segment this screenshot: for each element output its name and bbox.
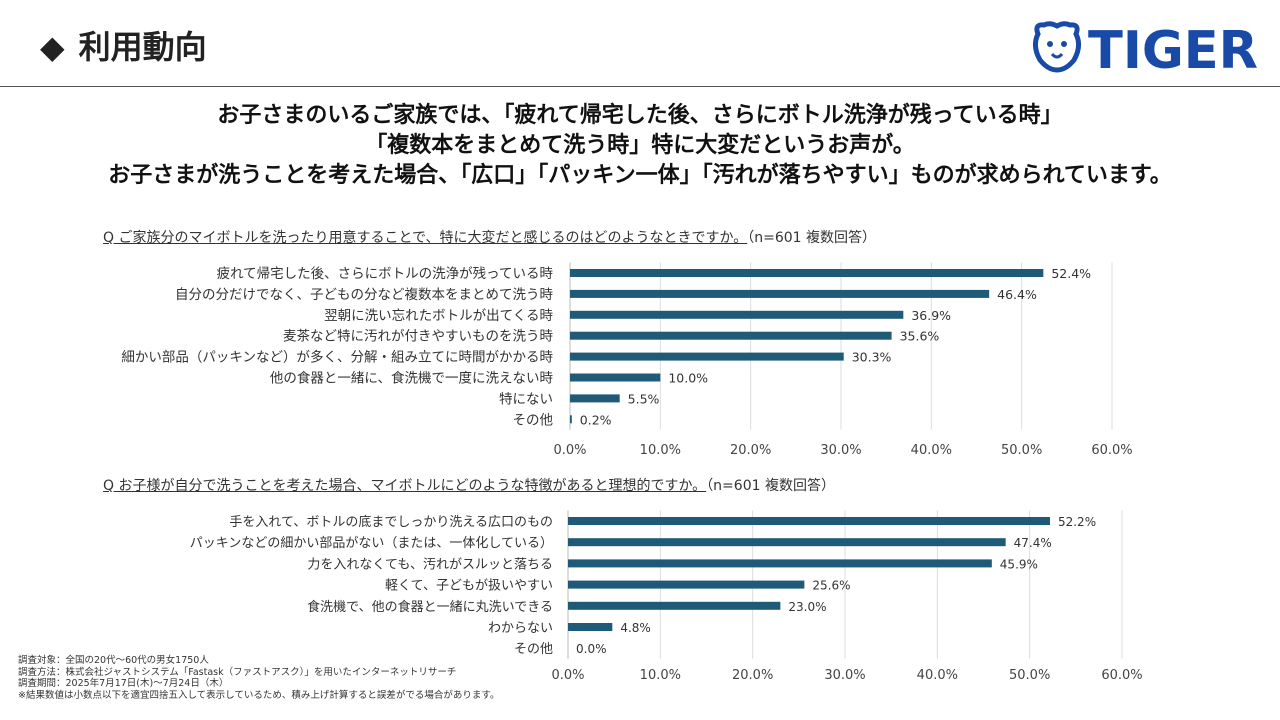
category-label: 力を入れなくても、汚れがスルッと落ちる bbox=[307, 557, 553, 572]
chart-1: 0.0% 10.0% 20.0% 30.0% 40.0% 50.0% 60.0% 疲れて帰宅し… bbox=[121, 262, 1133, 458]
bar bbox=[570, 394, 620, 403]
value-label: 36.9% bbox=[911, 308, 951, 323]
x-tick-label: 20.0% bbox=[732, 668, 773, 683]
x-tick-label: 60.0% bbox=[1101, 668, 1142, 683]
x-tick-label: 10.0% bbox=[640, 443, 681, 458]
value-label: 5.5% bbox=[628, 391, 660, 406]
category-label: わからない bbox=[488, 621, 553, 636]
x-tick-label: 40.0% bbox=[911, 443, 952, 458]
category-label: 軽くて、子どもが扱いやすい bbox=[385, 579, 553, 594]
chart-2: 0.0% 10.0% 20.0% 30.0% 40.0% 50.0% 60.0% 手を入れて、… bbox=[190, 510, 1143, 683]
bar bbox=[568, 517, 1050, 525]
question-1: Q ご家族分のマイボトルを洗ったり用意することで、特に大変だと感じるのはどのよう… bbox=[103, 230, 876, 246]
logo-text: TIGER bbox=[1088, 21, 1258, 74]
value-label: 35.6% bbox=[900, 329, 940, 344]
value-label: 23.0% bbox=[788, 600, 826, 614]
x-tick-label: 50.0% bbox=[1001, 443, 1042, 458]
footnotes: 調査対象：全国の20代～60代の男女1750人 調査方法：株式会社ジャストシステ… bbox=[18, 655, 500, 701]
value-label: 0.2% bbox=[580, 412, 612, 427]
bar bbox=[570, 331, 892, 340]
bar bbox=[568, 559, 992, 568]
x-tick-label: 0.0% bbox=[553, 443, 586, 458]
category-label: 翌朝に洗い忘れたボトルが出てくる時 bbox=[324, 308, 553, 324]
bar bbox=[568, 538, 1006, 547]
x-tick-label: 0.0% bbox=[551, 668, 584, 683]
bar bbox=[570, 352, 844, 361]
x-tick-label: 30.0% bbox=[820, 443, 861, 458]
value-label: 4.8% bbox=[620, 621, 651, 635]
bar bbox=[570, 415, 572, 424]
x-tick-label: 60.0% bbox=[1091, 443, 1132, 458]
x-tick-label: 50.0% bbox=[1009, 668, 1050, 683]
category-label: その他 bbox=[514, 642, 553, 657]
bar bbox=[568, 601, 781, 610]
question-2: Q お子様が自分で洗うことを考えた場合、マイボトルにどのような特徴があると理想的… bbox=[103, 478, 835, 494]
value-label: 30.3% bbox=[852, 350, 892, 365]
bar bbox=[570, 310, 904, 319]
category-label: 疲れて帰宅した後、さらにボトルの洗浄が残っている時 bbox=[217, 265, 554, 282]
bar bbox=[568, 580, 805, 589]
bar bbox=[570, 373, 661, 382]
bar bbox=[568, 623, 613, 631]
x-tick-label: 30.0% bbox=[824, 668, 865, 683]
diamond-icon: ◆ bbox=[40, 28, 65, 66]
header-divider bbox=[0, 86, 1280, 87]
value-label: 0.0% bbox=[576, 642, 607, 656]
category-label: パッキンなどの細かい部品がない（または、一体化している） bbox=[190, 536, 553, 551]
value-label: 47.4% bbox=[1014, 536, 1052, 550]
category-label: 細かい部品（パッキンなど）が多く、分解・組み立てに時間がかかる時 bbox=[121, 349, 553, 366]
bar bbox=[570, 269, 1044, 277]
value-label: 46.4% bbox=[997, 287, 1037, 302]
category-label: その他 bbox=[513, 412, 554, 428]
category-label: 特にない bbox=[499, 391, 553, 407]
headline: お子さまのいるご家族では、「疲れて帰宅した後、さらにボトル洗浄が残っている時」 … bbox=[108, 102, 1172, 188]
value-label: 25.6% bbox=[812, 579, 850, 593]
value-label: 52.4% bbox=[1051, 266, 1091, 281]
category-label: 麦茶など特に汚れが付きやすいものを洗う時 bbox=[283, 329, 553, 345]
bar bbox=[570, 289, 990, 298]
value-label: 45.9% bbox=[1000, 557, 1038, 571]
value-label: 10.0% bbox=[668, 371, 708, 386]
category-label: 手を入れて、ボトルの底までしっかり洗える広口のもの bbox=[229, 514, 553, 530]
x-tick-label: 40.0% bbox=[917, 668, 958, 683]
x-tick-label: 10.0% bbox=[640, 668, 681, 683]
x-tick-label: 20.0% bbox=[730, 443, 771, 458]
tiger-logo: TIGER bbox=[1032, 21, 1258, 74]
value-label: 52.2% bbox=[1058, 515, 1096, 529]
category-label: 他の食器と一緒に、食洗機で一度に洗えない時 bbox=[270, 370, 554, 387]
category-label: 自分の分だけでなく、子どもの分など複数本をまとめて洗う時 bbox=[175, 286, 553, 303]
page-title: ◆ 利用動向 bbox=[40, 28, 207, 66]
category-label: 食洗機で、他の食器と一緒に丸洗いできる bbox=[307, 599, 553, 615]
